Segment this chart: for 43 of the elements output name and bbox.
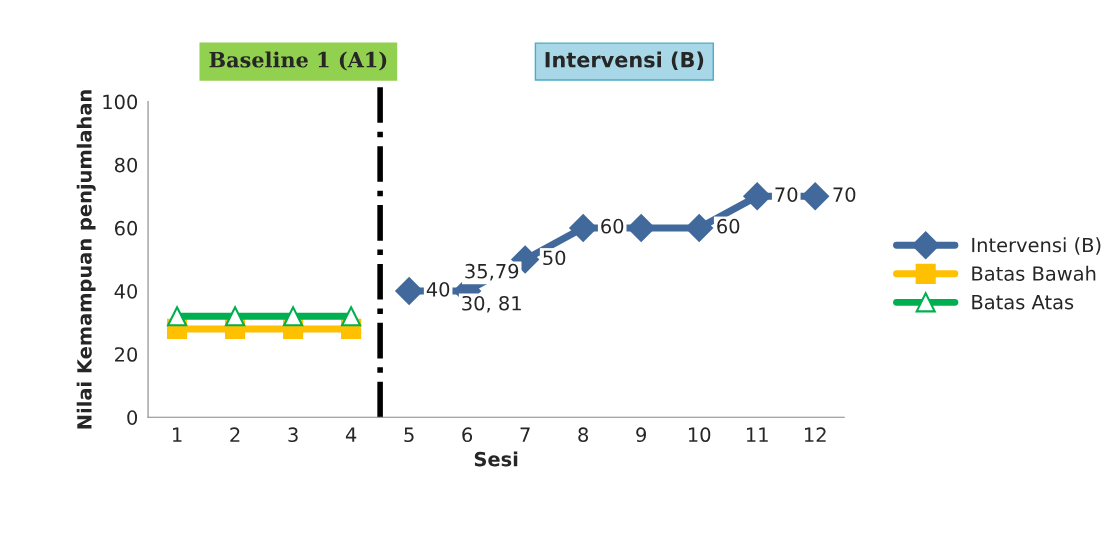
text: Intervensi (B) [545,51,704,71]
legend-label: Batas Bawah [972,265,1096,281]
text: Baseline 1 (A1) [209,51,387,71]
point [283,306,304,327]
x-tick-label: 9 [636,427,646,443]
x-tick-label: 2 [230,427,240,442]
point [341,306,362,327]
data-label: 40 [426,281,450,297]
y-tick-label: 20 [115,347,138,362]
x-tick-label: 6 [462,427,473,443]
legend-label: Batas Atas [972,294,1074,310]
y-tick-label: 100 [103,94,138,110]
x-tick-label: 1 [173,427,182,442]
legend-label: Intervensi (B) [972,237,1101,255]
point [225,306,246,327]
y-tick-label: 0 [127,410,138,425]
data-label: 60 [717,218,740,234]
point [569,214,597,242]
x-tick-label: 10 [688,427,711,443]
y-tick-label: 40 [114,284,138,299]
x-tick-label: 7 [520,427,530,442]
x-tick-label: 4 [345,427,357,442]
data-label: 70 [775,187,798,202]
point [167,306,188,327]
point [395,277,423,305]
point [743,182,772,211]
annotation: 35,79 [465,263,519,281]
data-label: 60 [601,218,624,234]
data-label: 50 [543,250,566,266]
point [801,182,830,211]
x-tick-label: 8 [578,427,589,443]
x-tick-label: 5 [404,427,414,443]
y-axis-title: Nilai Kemampuan penjumlahan [76,90,96,429]
x-tick-label: 11 [746,427,768,442]
x-tick-label: 3 [288,427,298,443]
data-label: 70 [833,187,856,202]
y-tick-label: 60 [114,220,138,236]
x-tick-label: 12 [804,427,826,442]
y-tick-label: 80 [114,157,138,173]
x-axis-title: Sesi [474,451,518,467]
point [685,214,713,242]
annotation: 30, 81 [462,295,521,313]
point [627,214,655,242]
